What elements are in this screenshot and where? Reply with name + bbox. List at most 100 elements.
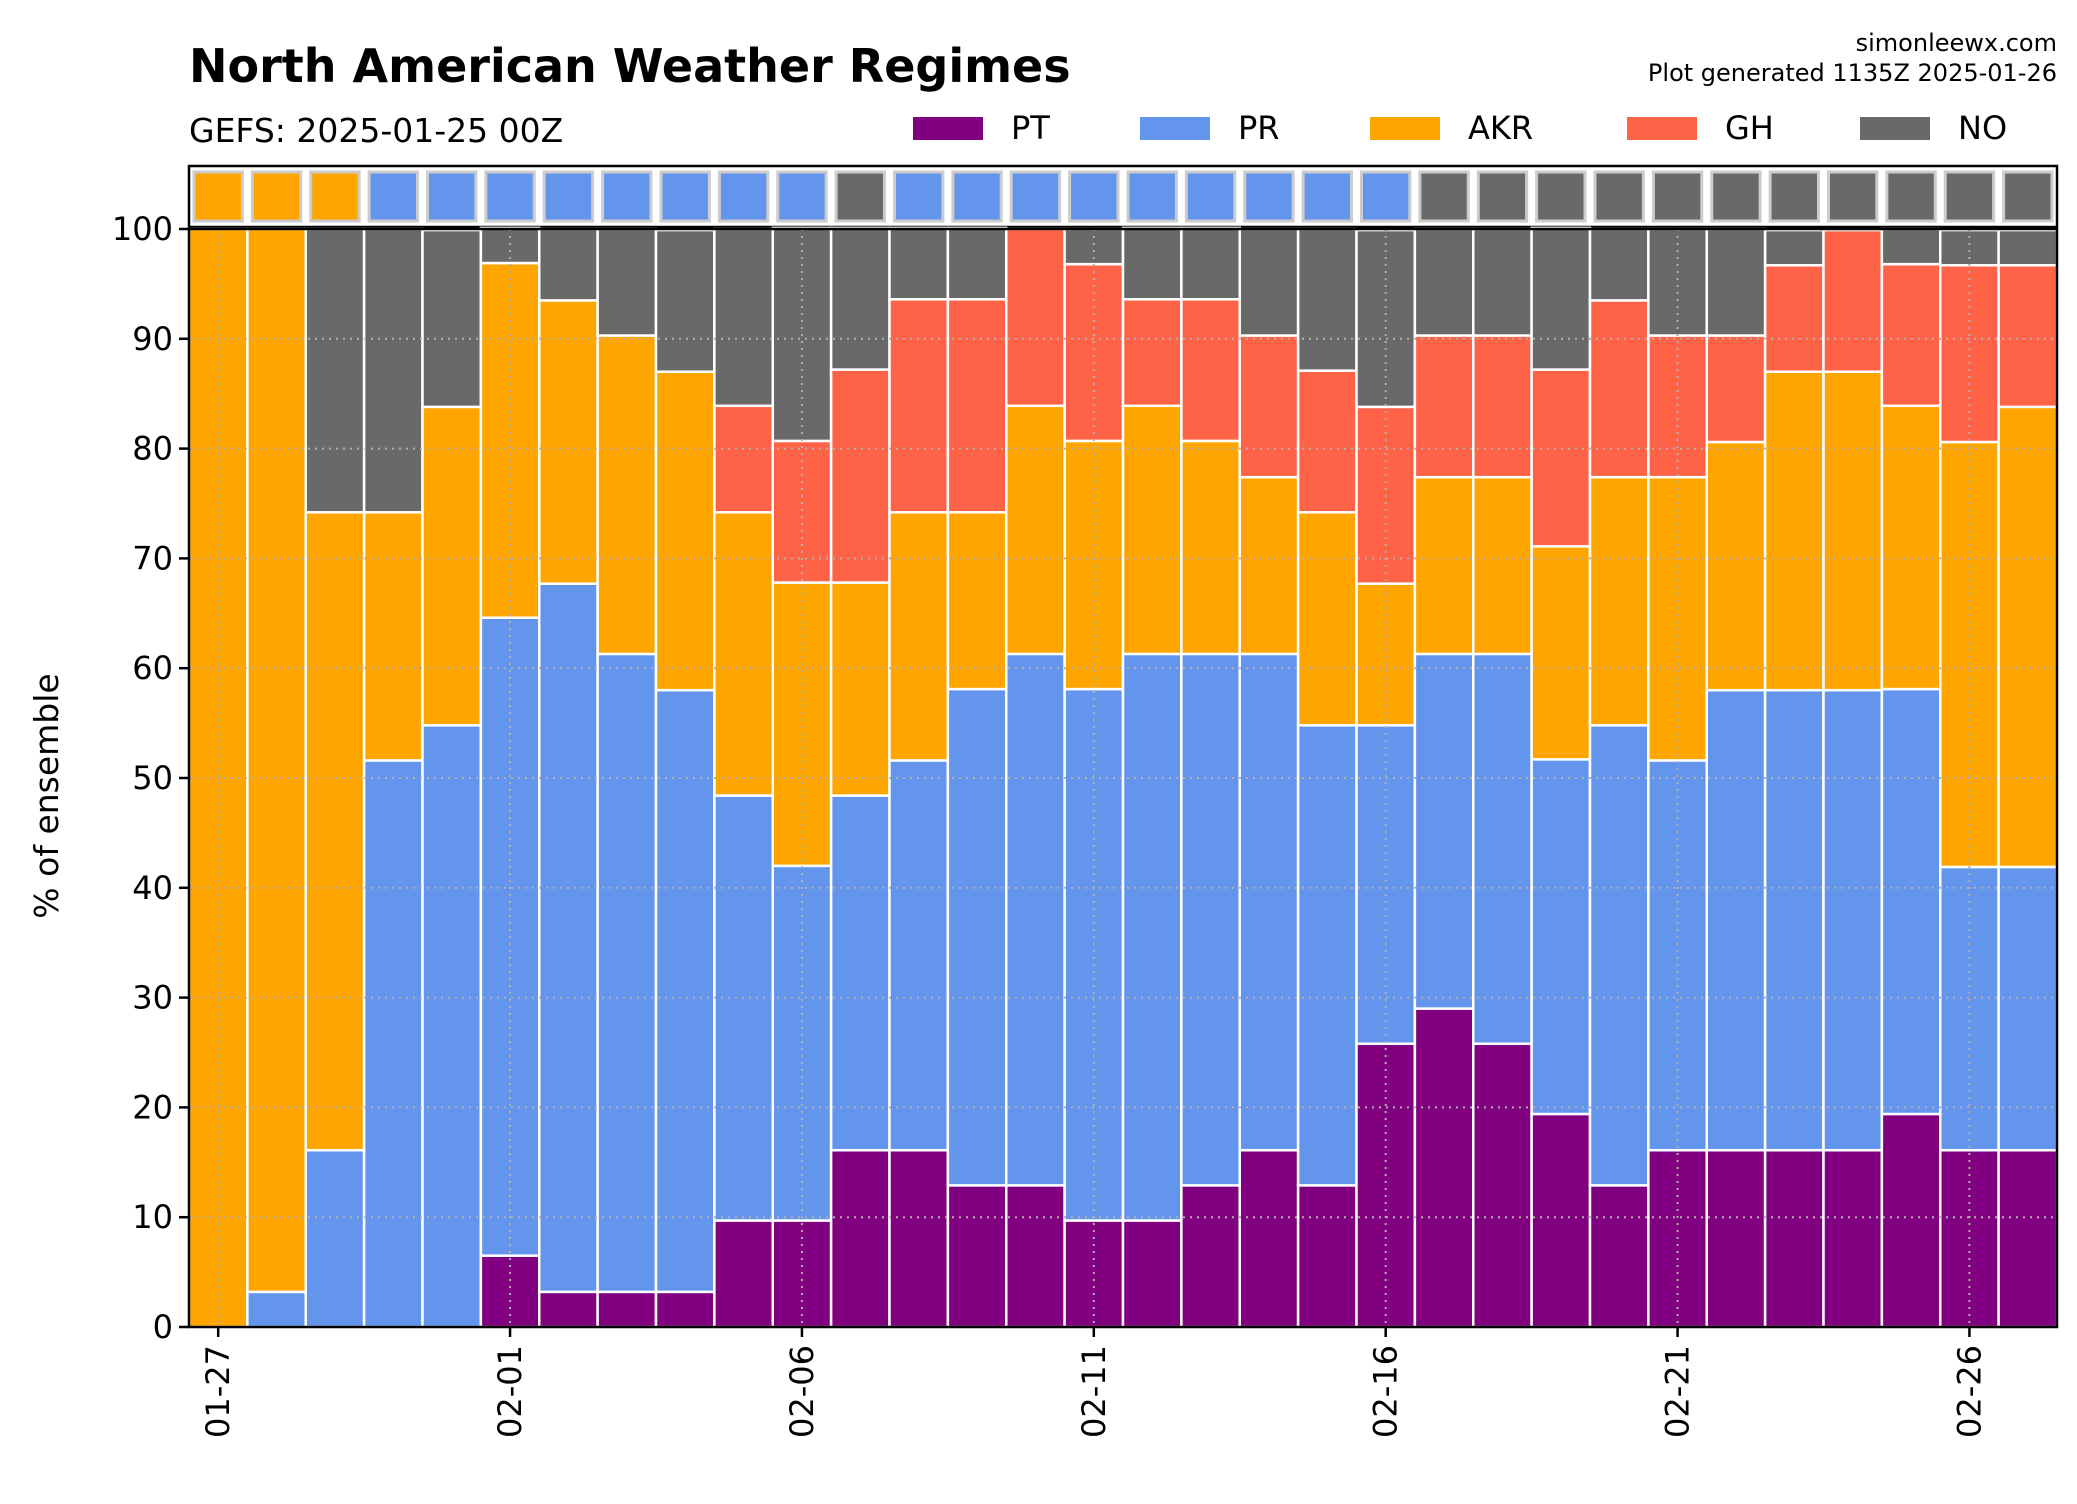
bar-pt-02-15 [1296,1184,1358,1329]
bar-pr-02-02 [538,582,599,1294]
strip-cell-02-08 [893,170,945,223]
bar-gh-02-07 [829,368,891,584]
legend-label-akr: AKR [1468,109,1533,147]
strip-cell-02-18 [1476,170,1529,223]
bar-gh-02-10 [1005,227,1066,408]
y-tick-label: 30 [132,979,173,1017]
y-tick-label: 70 [132,539,173,577]
strip-cell-02-14 [1243,170,1295,223]
y-tick-label: 60 [132,649,173,687]
chart-title: North American Weather Regimes [189,39,1071,93]
strip-cell-02-20 [1593,170,1645,223]
bar-pt-02-03 [596,1290,658,1329]
y-tick-label: 20 [132,1088,173,1126]
bar-akr-02-21 [1647,475,1708,762]
bar-akr-02-15 [1296,511,1358,727]
x-tick-label: 02-21 [1659,1345,1697,1438]
strip-cell-02-05 [717,170,770,223]
y-axis-label: % of ensemble [27,673,66,918]
y-tick-label: 100 [112,210,173,248]
x-tick-label: 02-11 [1075,1345,1113,1438]
strip-cell-02-02 [542,170,595,223]
legend: PT PR AKR GH NO [913,109,2007,147]
bar-pr-02-16 [1355,724,1417,1045]
bar-pr-02-24 [1822,688,1884,1152]
strip-cell-02-17 [1418,170,1470,223]
bar-pr-02-17 [1413,652,1475,1010]
bar-akr-02-16 [1355,582,1417,727]
bar-akr-02-18 [1472,475,1533,656]
bar-no-02-12 [1121,226,1183,301]
legend-label-pr: PR [1238,109,1280,147]
bar-pr-02-13 [1180,652,1241,1187]
strip-cell-02-10 [1009,170,1062,223]
legend-swatch-pt [913,117,983,140]
strip-cell-02-19 [1535,170,1587,223]
bar-akr-02-07 [829,581,891,797]
legend-label-no: NO [1958,109,2007,147]
bar-gh-02-09 [946,298,1008,514]
strip-cell-01-30 [367,170,419,223]
bar-akr-02-12 [1121,404,1183,656]
bar-no-01-29 [304,227,366,514]
bar-gh-02-17 [1413,334,1475,479]
bar-akr-02-02 [538,299,599,585]
strip-cell-02-23 [1768,170,1820,223]
bar-pr-02-19 [1530,758,1592,1116]
bar-pr-02-22 [1705,688,1767,1152]
bar-gh-02-13 [1180,298,1241,443]
bar-gh-02-24 [1822,228,1884,373]
bar-gh-02-25 [1880,262,1942,408]
y-tick-label: 90 [132,320,173,358]
bar-akr-01-31 [421,405,483,727]
bar-no-02-19 [1530,226,1592,371]
bar-pr-01-31 [421,724,483,1329]
bar-pr-02-05 [713,794,774,1222]
x-tick-label: 02-16 [1367,1345,1405,1438]
bar-akr-02-10 [1005,404,1066,656]
bar-pt-02-14 [1238,1148,1300,1329]
bar-akr-01-30 [362,511,424,762]
bar-gh-02-18 [1472,334,1533,479]
bar-pt-02-23 [1763,1148,1825,1329]
y-tick-label: 80 [132,430,173,468]
bar-no-02-23 [1763,228,1825,267]
bar-gh-02-11 [1063,262,1125,443]
bar-no-02-05 [713,227,774,408]
strip-cell-02-13 [1184,170,1237,223]
strip-cell-02-11 [1068,170,1120,223]
bar-gh-02-05 [713,404,774,514]
legend-swatch-gh [1627,117,1697,140]
bar-no-02-22 [1705,227,1767,337]
plot-area: 0 10 20 30 40 50 60 70 80 90 100 01-27 02-01 02-06 02-… [112,210,2059,1438]
bar-pt-02-05 [713,1219,774,1329]
strip-cell-02-21 [1651,170,1704,223]
strip-cell-01-31 [426,170,478,223]
bar-pr-02-23 [1763,688,1825,1152]
bar-no-02-07 [829,226,891,371]
bar-gh-02-08 [888,298,950,514]
x-tick-label: 02-01 [491,1345,529,1438]
bar-gh-02-20 [1588,299,1650,479]
bar-pr-01-30 [362,759,424,1329]
bar-akr-02-25 [1880,404,1942,691]
bar-no-02-04 [654,228,716,373]
bar-akr-02-05 [713,511,774,797]
bar-pr-02-15 [1296,724,1358,1187]
bar-no-02-15 [1296,227,1358,372]
bar-akr-02-17 [1413,475,1475,656]
bar-gh-02-14 [1238,334,1300,479]
bar-akr-01-28 [246,227,307,1294]
bar-pt-02-09 [946,1184,1008,1329]
bar-pr-02-10 [1005,652,1066,1187]
bar-no-02-02 [538,227,599,302]
bar-pt-02-10 [1005,1184,1066,1329]
bar-pt-02-20 [1588,1184,1650,1329]
bar-akr-02-14 [1238,475,1300,656]
strip-cell-02-27 [2002,170,2054,223]
strip-cell-02-25 [1885,170,1937,223]
y-tick-label: 10 [132,1198,173,1236]
strip-cell-01-29 [309,170,361,223]
bar-akr-02-06 [771,581,833,868]
